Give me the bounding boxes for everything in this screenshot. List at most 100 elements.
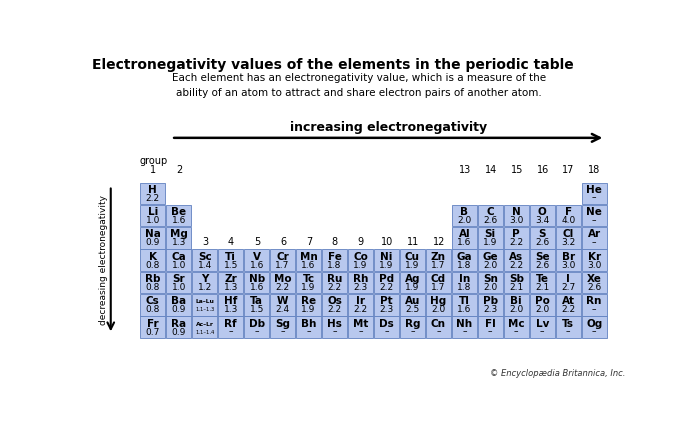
Text: 1.3: 1.3 (223, 305, 238, 314)
Text: Ca: Ca (172, 252, 186, 261)
Text: 2.6: 2.6 (587, 283, 601, 292)
Bar (374, 294, 399, 316)
Text: 2.0: 2.0 (535, 305, 550, 314)
Text: Mg: Mg (170, 229, 188, 239)
Text: 1.1–1.3: 1.1–1.3 (195, 307, 214, 312)
Text: Cd: Cd (430, 274, 446, 284)
Text: 1.5: 1.5 (249, 305, 264, 314)
Text: –: – (592, 216, 596, 225)
Bar (166, 205, 191, 226)
Text: P: P (512, 229, 520, 239)
Text: 0.9: 0.9 (146, 238, 160, 247)
Bar (400, 249, 425, 271)
Bar (166, 249, 191, 271)
Text: Ds: Ds (379, 319, 394, 329)
Text: Ni: Ni (380, 252, 393, 261)
Text: 2.5: 2.5 (405, 305, 419, 314)
Text: –: – (410, 328, 414, 337)
Text: Au: Au (405, 296, 420, 306)
Text: 2.2: 2.2 (328, 283, 342, 292)
Text: group: group (139, 156, 167, 166)
Text: 16: 16 (536, 165, 549, 175)
Text: Ir: Ir (356, 296, 365, 306)
Text: 1.5: 1.5 (223, 261, 238, 270)
Text: 3.2: 3.2 (561, 238, 575, 247)
Bar (192, 272, 217, 293)
Text: –: – (540, 328, 545, 337)
Bar (218, 249, 244, 271)
Bar (477, 205, 503, 226)
Text: Ba: Ba (172, 296, 186, 306)
Text: 1.9: 1.9 (302, 305, 316, 314)
Text: 2.0: 2.0 (483, 261, 498, 270)
Bar (477, 272, 503, 293)
Text: 1.9: 1.9 (379, 261, 393, 270)
Text: V: V (253, 252, 260, 261)
Bar (348, 272, 373, 293)
Bar (400, 316, 425, 338)
Bar (166, 294, 191, 316)
Text: –: – (384, 328, 388, 337)
Text: In: In (458, 274, 470, 284)
Bar (244, 272, 270, 293)
Text: –: – (566, 328, 570, 337)
Text: 17: 17 (562, 165, 575, 175)
Bar (504, 249, 529, 271)
Text: 2.6: 2.6 (483, 216, 498, 225)
Bar (140, 272, 165, 293)
Text: 1.6: 1.6 (457, 305, 472, 314)
Text: 15: 15 (510, 165, 523, 175)
Text: O: O (538, 207, 547, 217)
Text: Pt: Pt (380, 296, 393, 306)
Text: 1.7: 1.7 (431, 283, 446, 292)
Bar (270, 316, 295, 338)
Text: 0.9: 0.9 (172, 328, 186, 337)
Text: Hs: Hs (327, 319, 342, 329)
Text: 2.2: 2.2 (509, 238, 524, 247)
Text: 2.0: 2.0 (483, 283, 498, 292)
Text: 1.9: 1.9 (405, 261, 419, 270)
Bar (140, 205, 165, 226)
Bar (374, 249, 399, 271)
Bar (504, 294, 529, 316)
Text: Al: Al (458, 229, 470, 239)
Text: 2.2: 2.2 (276, 283, 290, 292)
Text: 1.0: 1.0 (172, 261, 186, 270)
Bar (374, 316, 399, 338)
Text: 2.6: 2.6 (535, 238, 550, 247)
Text: 6: 6 (280, 237, 286, 247)
Text: 7: 7 (306, 237, 312, 247)
Text: 2.3: 2.3 (483, 305, 498, 314)
Bar (400, 294, 425, 316)
Bar (582, 227, 607, 249)
Text: Mo: Mo (274, 274, 291, 284)
Text: Og: Og (586, 319, 602, 329)
Bar (426, 316, 451, 338)
Text: Lv: Lv (536, 319, 549, 329)
Bar (556, 227, 581, 249)
Text: At: At (561, 296, 575, 306)
Bar (218, 294, 244, 316)
Text: 1.8: 1.8 (457, 283, 472, 292)
Bar (504, 205, 529, 226)
Text: Se: Se (535, 252, 550, 261)
Bar (244, 316, 270, 338)
Text: 0.7: 0.7 (146, 328, 160, 337)
Bar (244, 294, 270, 316)
Text: Ra: Ra (172, 319, 186, 329)
Text: Each element has an electronegativity value, which is a measure of the
ability o: Each element has an electronegativity va… (172, 73, 546, 98)
Text: Kr: Kr (587, 252, 601, 261)
Text: H: H (148, 184, 158, 195)
Text: La–Lu: La–Lu (195, 299, 214, 304)
Text: 1.9: 1.9 (405, 283, 419, 292)
Text: Zr: Zr (224, 274, 237, 284)
Text: 2.2: 2.2 (354, 305, 368, 314)
Bar (530, 316, 555, 338)
Text: 2.2: 2.2 (328, 305, 342, 314)
Text: Mn: Mn (300, 252, 317, 261)
Text: Hg: Hg (430, 296, 447, 306)
Text: 2.0: 2.0 (431, 305, 445, 314)
Text: 12: 12 (433, 237, 445, 247)
Bar (582, 182, 607, 204)
Text: Cr: Cr (276, 252, 289, 261)
